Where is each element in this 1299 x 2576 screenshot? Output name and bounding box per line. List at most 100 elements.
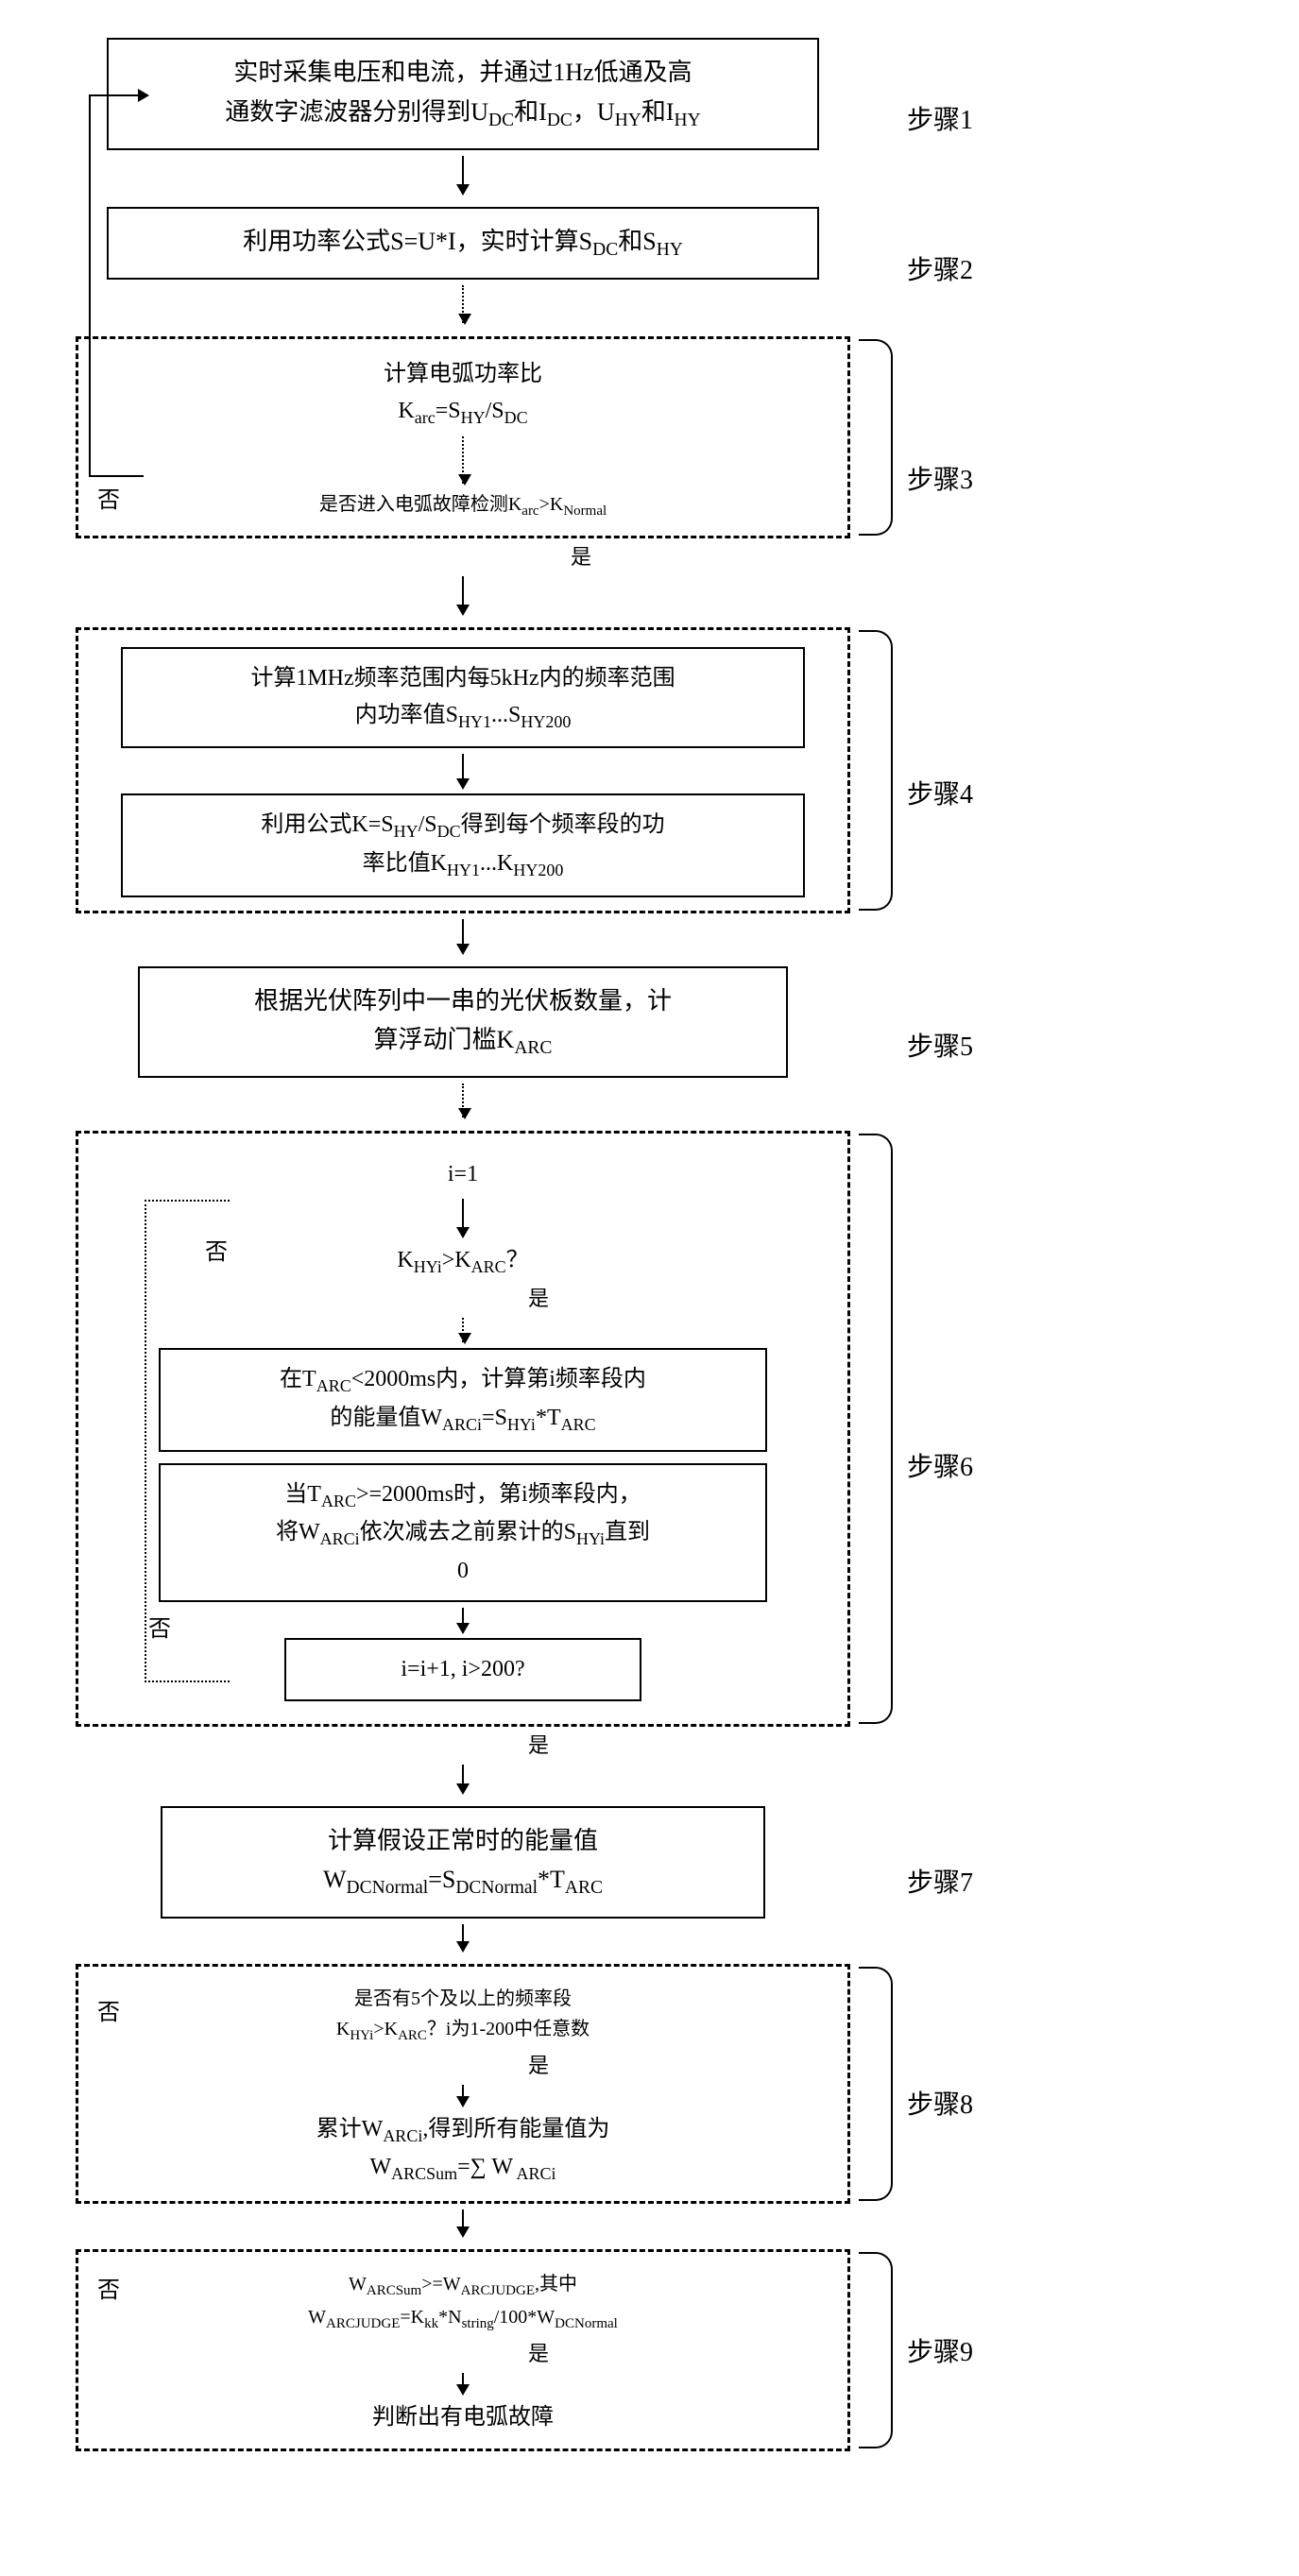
arrow-1-2 — [462, 156, 464, 194]
arrow-6-7 — [462, 1765, 464, 1793]
step9-cond: WARCSum>=WARCJUDGE,其中 WARCJUDGE=Kkk*Nstr… — [308, 2269, 618, 2335]
step9-sub3: ARCJUDGE — [326, 2316, 400, 2331]
arrow-8-9 — [462, 2209, 464, 2236]
step4-b2-sub-shy: HY — [394, 822, 419, 841]
step6-b1-sub-w: ARCi — [442, 1415, 482, 1434]
arrow-3a-3b — [462, 436, 464, 484]
step4-b1-sub2: HY200 — [521, 712, 571, 731]
step6-b1-sub-s: HYi — [507, 1415, 536, 1434]
step6-loop: i=i+1, i>200? — [284, 1638, 641, 1700]
step1-mid1: 和I — [514, 98, 547, 126]
step6-b1-l2a: 的能量值W — [330, 1406, 442, 1430]
step6-block2: 当TARC>=2000ms时，第i频率段内， 将WARCi依次减去之前累计的SH… — [159, 1463, 768, 1603]
step6-b2-l1b: >=2000ms时，第i频率段内， — [356, 1482, 641, 1507]
step9-group: 否 WARCSum>=WARCJUDGE,其中 WARCJUDGE=Kkk*Ns… — [76, 2249, 850, 2451]
step8-sum-l1b: ,得到所有能量值为 — [422, 2117, 609, 2141]
step8-brace — [859, 1967, 893, 2201]
step8-cond-sub2: ARC — [398, 2028, 427, 2043]
step9-sub6: DCNormal — [555, 2316, 618, 2331]
step9-yes: 是 — [528, 2337, 549, 2367]
step1-line1: 实时采集电压和电流，并通过1Hz低通及高 — [233, 59, 692, 86]
step3-group: 否 计算电弧功率比 Karc=SHY/SDC 是否进入电弧故障检测Karc>KN… — [76, 336, 850, 538]
step8-cond-l1: 是否有5个及以上的频率段 — [354, 1988, 572, 2009]
step4-b2-sub-k2: HY200 — [513, 861, 563, 879]
step3-upper: 计算电弧功率比 Karc=SHY/SDC — [384, 356, 542, 431]
step9-brace — [859, 2252, 893, 2448]
step3-karc-a: K — [398, 399, 414, 423]
step6-b2-l1a: 当T — [284, 1482, 321, 1507]
step9-ge: >=W — [421, 2274, 460, 2295]
step4-b1-sub1: HY1 — [458, 712, 491, 731]
step8-cond-gt: >K — [373, 2019, 398, 2039]
step1-line2a: 通数字滤波器分别得到U — [225, 98, 488, 126]
step4-b2-sub-k1: HY1 — [447, 861, 480, 879]
step3-sub-shy: HY — [461, 408, 486, 427]
arrow-8a-8b — [462, 2085, 464, 2106]
step9-star: *N — [438, 2307, 461, 2328]
step8-cond-l2a: K — [336, 2019, 350, 2039]
step3-no-label: 否 — [97, 481, 120, 514]
arrow-6b — [462, 1318, 464, 1342]
step6-b1-l1b: <2000ms内，计算第i频率段内 — [351, 1367, 646, 1391]
feedback-arrowhead — [138, 89, 149, 102]
step7-sub3: ARC — [565, 1878, 603, 1898]
step3-lower-prefix: 是否进入电弧故障检测K — [319, 494, 521, 515]
step4-group: 计算1MHz频率范围内每5kHz内的频率范围 内功率值SHY1...SHY200… — [76, 627, 850, 913]
flowchart-container: 实时采集电压和电流，并通过1Hz低通及高 通数字滤波器分别得到UDC和IDC，U… — [76, 38, 1223, 2451]
step2-label: 步骤2 — [850, 249, 1039, 287]
step6-yes1: 是 — [528, 1282, 549, 1312]
feedback-step3-to-step1 — [89, 94, 144, 477]
step9-sub1: ARCSum — [367, 2283, 421, 2298]
step4-b2-tail: 得到每个频率段的功 — [461, 812, 665, 837]
step6-cmp-sub2: ARC — [471, 1257, 506, 1276]
step6-group: i=1 否 KHYi>KARC？ 是 在TARC<2000ms内，计算第i频率段… — [76, 1131, 850, 1726]
step9-sub5: string — [462, 2316, 494, 2331]
step5-l2-sub: ARC — [514, 1038, 552, 1058]
step8-sum-eq: =∑ W — [457, 2155, 513, 2179]
step6-cmp-gt: >K — [442, 1248, 471, 1272]
step9-tail: ,其中 — [535, 2274, 577, 2295]
step6-b2-sub-w: ARCi — [320, 1529, 360, 1548]
arrow-3-4 — [462, 576, 464, 614]
step6-cmp-q: ？ — [506, 1248, 529, 1272]
step8-sum: 累计WARCi,得到所有能量值为 WARCSum=∑ W ARCi — [316, 2111, 610, 2188]
step3-sub-sdc: DC — [504, 408, 528, 427]
step9-l1a: W — [349, 2274, 367, 2295]
arrow-4-5 — [462, 919, 464, 953]
step8-cond-tail: ？i为1-200中任意数 — [427, 2019, 590, 2039]
step7-sub1: DCNormal — [347, 1878, 429, 1898]
step9-sub4: kk — [424, 2316, 438, 2331]
step8-group: 否 是否有5个及以上的频率段 KHYi>KARC？i为1-200中任意数 是 累… — [76, 1964, 850, 2204]
step1-label: 步骤1 — [850, 99, 1039, 137]
arrow-4a-4b — [462, 754, 464, 788]
step7-eq: =S — [428, 1866, 455, 1893]
step3-brace — [859, 339, 893, 536]
sub-udc: DC — [488, 111, 514, 130]
step3-sub-arc: arc — [415, 408, 436, 427]
sub-shy: HY — [657, 240, 683, 260]
step3-upper-l1: 计算电弧功率比 — [384, 362, 542, 386]
step4-b2-l1a: 利用公式K=S — [261, 812, 393, 837]
step3-lower-sub-arc: arc — [521, 503, 538, 519]
step4-b1-l2a: 内功率值S — [355, 703, 458, 727]
step6-b1-sub-t2: ARC — [561, 1415, 596, 1434]
step4-box2: 利用公式K=SHY/SDC得到每个频率段的功 率比值KHY1...KHY200 — [121, 793, 804, 896]
step1-box: 实时采集电压和电流，并通过1Hz低通及高 通数字滤波器分别得到UDC和IDC，U… — [107, 38, 819, 150]
step8-sum-sub1: ARCi — [383, 2125, 422, 2144]
arrow-2-3 — [462, 285, 464, 323]
step9-result: 判断出有电弧故障 — [372, 2399, 554, 2435]
step7-sub2: DCNormal — [455, 1878, 538, 1898]
step8-sum-sub2: ARCSum — [391, 2164, 457, 2183]
step1-mid2: 和I — [641, 98, 675, 126]
step4-b1-l1: 计算1MHz频率范围内每5kHz内的频率范围 — [250, 666, 675, 691]
step8-cond: 是否有5个及以上的频率段 KHYi>KARC？i为1-200中任意数 — [336, 1984, 590, 2047]
step6-b2-zero: 0 — [457, 1559, 469, 1583]
step6-init: i=1 — [448, 1156, 478, 1192]
sub-idc: DC — [547, 111, 573, 130]
step2-line1: 利用功率公式S=U*I，实时计算S — [243, 228, 592, 255]
arrow-9a-9b — [462, 2373, 464, 2394]
step6-yes2: 是 — [528, 1729, 549, 1759]
step5-l1: 根据光伏阵列中一串的光伏板数量，计 — [254, 987, 672, 1015]
step8-yes: 是 — [528, 2049, 549, 2079]
step5-label: 步骤5 — [850, 1026, 1039, 1064]
